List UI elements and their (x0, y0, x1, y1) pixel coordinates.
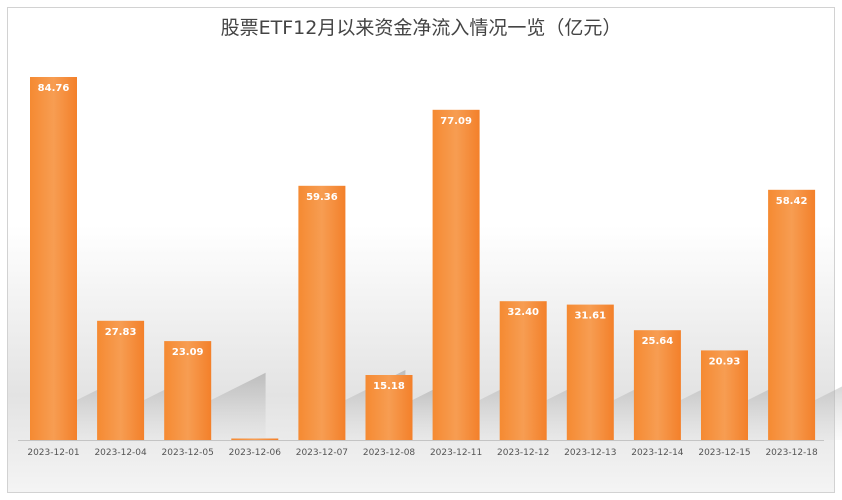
value-label: 27.83 (105, 327, 137, 338)
bar-2023-12-08 (365, 375, 413, 440)
x-tick-label: 2023-12-07 (296, 448, 348, 458)
bar-2023-12-05 (164, 341, 212, 440)
bar-2023-12-18 (768, 189, 816, 440)
bar-2023-12-07 (298, 185, 346, 440)
x-tick-label: 2023-12-12 (497, 448, 549, 458)
x-tick-labels: 2023-12-01 2023-12-04 2023-12-05 2023-12-06… (27, 448, 818, 458)
bar-2023-12-11 (432, 109, 480, 441)
value-label: 32.40 (507, 307, 539, 318)
x-tick-label: 2023-12-05 (162, 448, 214, 458)
x-tick-label: 2023-12-14 (631, 448, 684, 458)
x-tick-label: 2023-12-08 (363, 448, 416, 458)
bar-2023-12-04 (97, 320, 145, 440)
bar-2023-12-01 (30, 77, 77, 440)
value-label: 25.64 (642, 336, 674, 347)
x-tick-label: 2023-12-18 (765, 448, 818, 458)
bar-2023-12-13 (566, 304, 614, 440)
value-label: 84.76 (38, 83, 70, 94)
bar-shadow (815, 386, 842, 440)
x-tick-label: 2023-12-13 (564, 448, 616, 458)
bar-2023-12-15 (701, 350, 748, 440)
x-tick-label: 2023-12-04 (94, 448, 147, 458)
chart-title: 股票ETF12月以来资金净流入情况一览（亿元） (221, 17, 622, 39)
bar-2023-12-06 (231, 438, 279, 440)
bar-2023-12-12 (499, 301, 547, 440)
value-label: 77.09 (440, 116, 472, 127)
x-tick-label: 2023-12-15 (698, 448, 750, 458)
value-label: 59.36 (306, 192, 338, 203)
value-label: 15.18 (373, 381, 405, 392)
x-tick-label: 2023-12-01 (27, 448, 79, 458)
bars (30, 77, 816, 441)
value-label: 23.09 (172, 347, 204, 358)
x-tick-label: 2023-12-11 (430, 448, 482, 458)
value-label: 58.42 (776, 196, 808, 207)
value-label: 20.93 (709, 356, 741, 367)
bar-shadow (211, 372, 266, 440)
x-tick-label: 2023-12-06 (229, 448, 282, 458)
value-label: 31.61 (574, 311, 606, 322)
bar-2023-12-14 (633, 330, 681, 440)
value-labels: 84.76 27.83 23.09 59.36 15.18 77.09 32.40 31.61… (38, 83, 808, 392)
